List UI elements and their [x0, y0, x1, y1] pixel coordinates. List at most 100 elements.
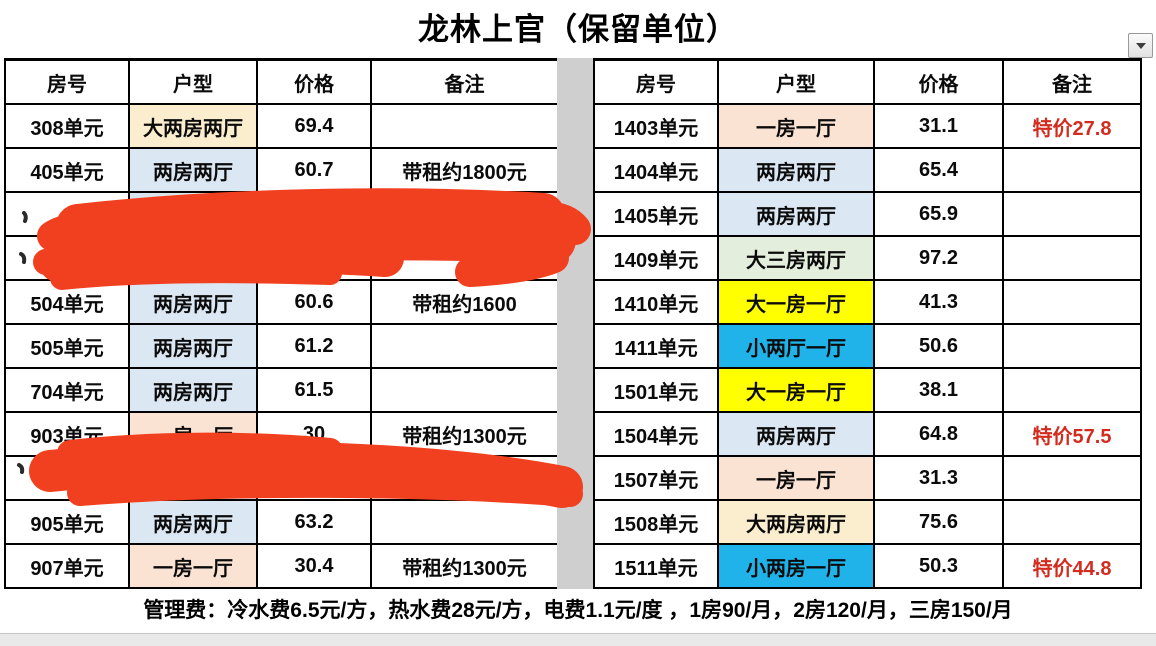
unit-type-cell[interactable]: 一房一厅 [717, 455, 875, 501]
unit-cell[interactable]: 1504单元 [593, 411, 719, 457]
note-cell[interactable] [1002, 279, 1142, 325]
price-cell[interactable] [256, 191, 372, 237]
unit-type-cell[interactable]: 大两房两厅 [128, 103, 258, 149]
unit-cell[interactable]: 903单元 [4, 411, 130, 457]
table-row: 1504单元 两房两厅 64.8 特价57.5 [593, 411, 1142, 457]
price-cell[interactable]: 69.4 [256, 103, 372, 149]
unit-cell[interactable]: 1511单元 [593, 543, 719, 589]
unit-cell[interactable]: 905单元 [4, 499, 130, 545]
unit-cell[interactable]: 1507单元 [593, 455, 719, 501]
unit-cell[interactable]: 1410单元 [593, 279, 719, 325]
price-cell[interactable]: 41.3 [873, 279, 1004, 325]
unit-cell[interactable]: 1411单元 [593, 323, 719, 369]
unit-cell[interactable]: 1404单元 [593, 147, 719, 193]
unit-cell[interactable]: 704单元 [4, 367, 130, 413]
header-price: 价格 [873, 58, 1004, 105]
unit-cell[interactable] [4, 235, 130, 281]
note-cell[interactable] [1002, 367, 1142, 413]
note-cell[interactable] [1002, 235, 1142, 281]
unit-cell[interactable] [4, 191, 130, 237]
table-row: 907单元 一房一厅 30.4 带租约1300元 [4, 543, 559, 589]
unit-type-cell[interactable] [128, 191, 258, 237]
price-cell[interactable]: 50.6 [873, 323, 1004, 369]
unit-type-cell[interactable] [128, 235, 258, 281]
note-cell[interactable] [370, 455, 559, 501]
unit-type-cell[interactable]: 一房一厅 [128, 543, 258, 589]
price-cell[interactable]: 65.4 [873, 147, 1004, 193]
unit-type-cell[interactable]: 两房两厅 [717, 191, 875, 237]
note-cell[interactable] [370, 235, 559, 281]
table-row: 1403单元 一房一厅 31.1 特价27.8 [593, 103, 1142, 149]
unit-type-cell[interactable]: 大两房两厅 [717, 499, 875, 545]
price-cell[interactable]: 65.9 [873, 191, 1004, 237]
note-cell[interactable]: 特价44.8 [1002, 543, 1142, 589]
price-cell[interactable]: 75.6 [873, 499, 1004, 545]
note-cell[interactable]: 带租约1300元 [370, 411, 559, 457]
unit-type-cell[interactable]: 大一房一厅 [717, 367, 875, 413]
unit-type-cell[interactable]: 小两房一厅 [717, 543, 875, 589]
note-cell[interactable] [1002, 499, 1142, 545]
unit-type-cell[interactable]: 两房两厅 [717, 411, 875, 457]
table-row: 1410单元 大一房一厅 41.3 [593, 279, 1142, 325]
note-cell[interactable]: 带租约1300元 [370, 543, 559, 589]
unit-type-cell[interactable]: 两房两厅 [128, 323, 258, 369]
note-cell[interactable] [370, 323, 559, 369]
price-cell[interactable]: 50.3 [873, 543, 1004, 589]
unit-type-cell[interactable]: 两房两厅 [128, 499, 258, 545]
note-cell[interactable]: 带租约1600 [370, 279, 559, 325]
unit-type-cell[interactable]: 两房两厅 [128, 367, 258, 413]
price-cell[interactable]: 63.2 [256, 499, 372, 545]
unit-cell[interactable]: 1501单元 [593, 367, 719, 413]
price-cell[interactable]: 61.5 [256, 367, 372, 413]
price-cell[interactable]: 30.4 [256, 543, 372, 589]
note-cell[interactable] [370, 367, 559, 413]
unit-cell[interactable]: 1405单元 [593, 191, 719, 237]
price-cell[interactable] [256, 455, 372, 501]
note-cell[interactable]: 特价57.5 [1002, 411, 1142, 457]
table-row-redacted [4, 191, 559, 237]
price-cell[interactable]: 60.6 [256, 279, 372, 325]
unit-cell[interactable]: 308单元 [4, 103, 130, 149]
table-row: 504单元 两房两厅 60.6 带租约1600 [4, 279, 559, 325]
price-cell[interactable]: 31.1 [873, 103, 1004, 149]
unit-cell[interactable]: 1409单元 [593, 235, 719, 281]
note-cell[interactable] [1002, 191, 1142, 237]
price-cell[interactable]: 31.3 [873, 455, 1004, 501]
unit-type-cell[interactable]: 一房一厅 [717, 103, 875, 149]
table-row: 1405单元 两房两厅 65.9 [593, 191, 1142, 237]
unit-type-cell[interactable]: 两房两厅 [717, 147, 875, 193]
unit-cell[interactable]: 504单元 [4, 279, 130, 325]
unit-type-cell[interactable]: 小两厅一厅 [717, 323, 875, 369]
price-cell[interactable]: 64.8 [873, 411, 1004, 457]
note-cell[interactable] [370, 103, 559, 149]
dropdown-button[interactable] [1128, 33, 1153, 58]
bottom-gray-strip [0, 633, 1156, 646]
unit-cell[interactable]: 1508单元 [593, 499, 719, 545]
note-cell[interactable]: 特价27.8 [1002, 103, 1142, 149]
unit-cell[interactable]: 405单元 [4, 147, 130, 193]
unit-cell[interactable]: 907单元 [4, 543, 130, 589]
price-cell[interactable] [256, 235, 372, 281]
unit-type-cell[interactable]: 一房一厅 [128, 411, 258, 457]
unit-type-cell[interactable] [128, 455, 258, 501]
price-cell[interactable]: 97.2 [873, 235, 1004, 281]
unit-type-cell[interactable]: 大三房两厅 [717, 235, 875, 281]
note-cell[interactable] [1002, 455, 1142, 501]
note-cell[interactable] [370, 499, 559, 545]
note-cell[interactable]: 带租约1800元 [370, 147, 559, 193]
unit-cell[interactable]: 1403单元 [593, 103, 719, 149]
note-cell[interactable] [1002, 147, 1142, 193]
unit-type-cell[interactable]: 大一房一厅 [717, 279, 875, 325]
unit-type-cell[interactable]: 两房两厅 [128, 279, 258, 325]
note-cell[interactable] [370, 191, 559, 237]
table-row: 505单元 两房两厅 61.2 [4, 323, 559, 369]
price-cell[interactable]: 61.2 [256, 323, 372, 369]
price-cell[interactable]: 38.1 [873, 367, 1004, 413]
unit-type-cell[interactable]: 两房两厅 [128, 147, 258, 193]
unit-cell[interactable]: 505单元 [4, 323, 130, 369]
price-cell[interactable]: 60.7 [256, 147, 372, 193]
unit-cell[interactable] [4, 455, 130, 501]
note-cell[interactable] [1002, 323, 1142, 369]
price-cell[interactable]: 30 [256, 411, 372, 457]
